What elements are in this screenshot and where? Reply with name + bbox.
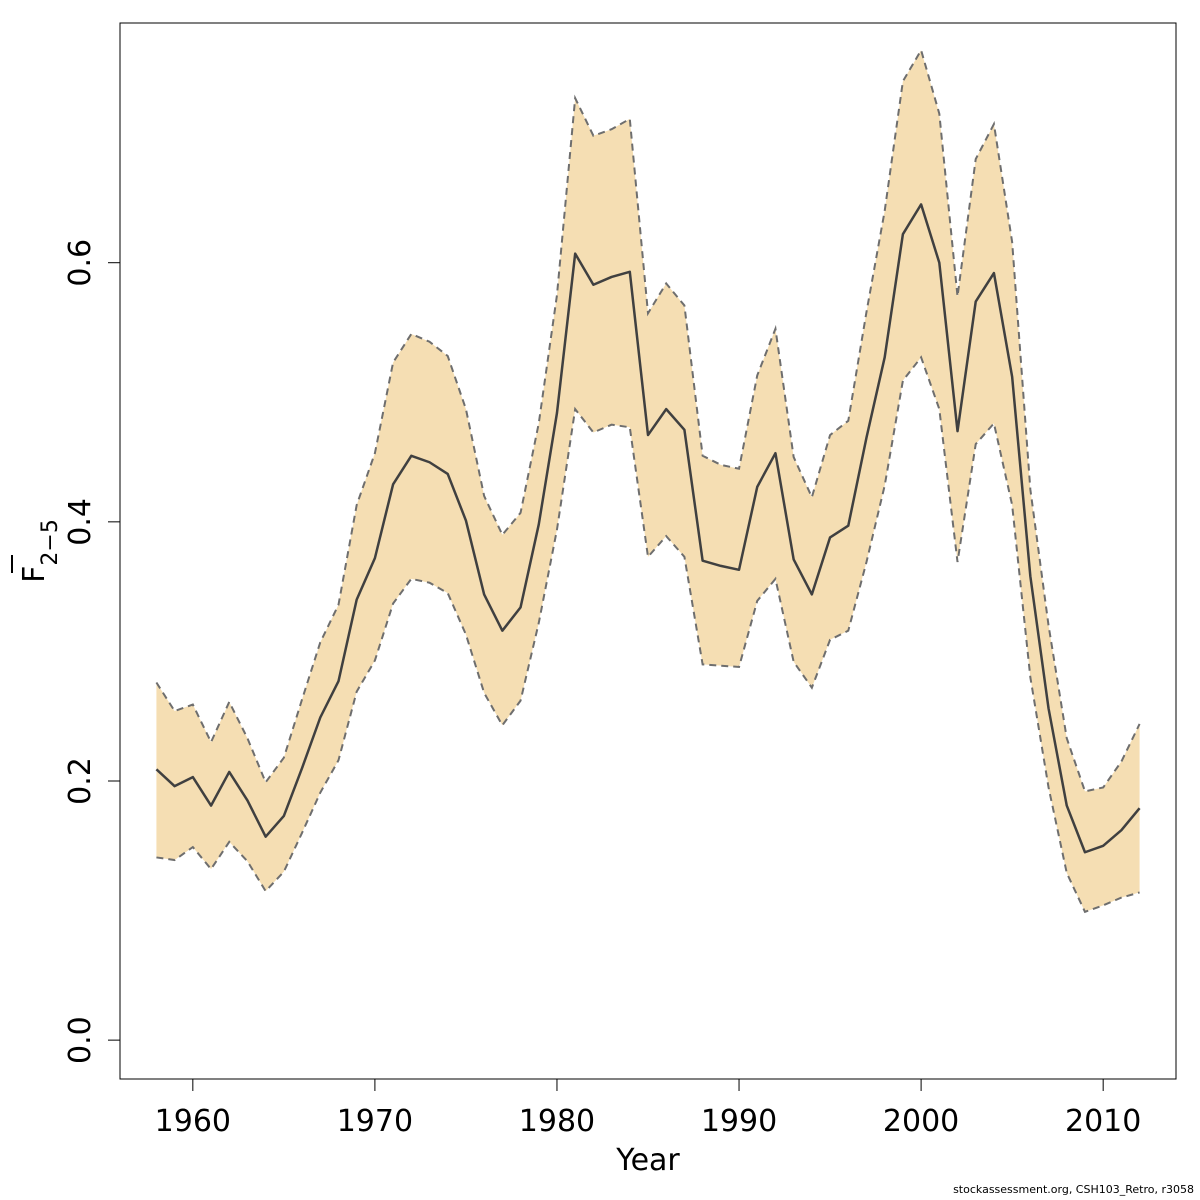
y-axis-title-main: F	[17, 566, 52, 583]
footer-credit: stockassessment.org, CSH103_Retro, r3058	[953, 1183, 1194, 1196]
x-tick-label: 1960	[155, 1104, 231, 1139]
confidence-band-layer	[155, 47, 1141, 914]
y-tick-label: 0.6	[63, 239, 98, 287]
x-axis: 1960 1970 1980 1990 2000 2010	[155, 1078, 1141, 1139]
y-axis-title-subscript: 2−5	[38, 519, 63, 565]
x-axis-title: Year	[615, 1143, 680, 1178]
y-axis: 0.0 0.2 0.4 0.6	[63, 239, 121, 1064]
lower-bound-line	[156, 355, 1140, 914]
x-tick-label: 2000	[883, 1104, 959, 1139]
y-axis-title: F2−5	[11, 519, 63, 583]
y-tick-label: 0.0	[63, 1016, 98, 1064]
series-line-layer	[155, 203, 1141, 854]
series-line-0	[155, 203, 1141, 854]
y-tick-label: 0.2	[63, 757, 98, 805]
x-tick-label: 1970	[337, 1104, 413, 1139]
y-tick-label: 0.4	[63, 498, 98, 546]
confidence-band-fill	[156, 50, 1140, 912]
upper-bound-line	[155, 47, 1141, 793]
x-tick-label: 1980	[519, 1104, 595, 1139]
x-tick-label: 1990	[701, 1104, 777, 1139]
y-axis-title-text: F2−5	[17, 519, 63, 583]
x-tick-label: 2010	[1065, 1104, 1141, 1139]
